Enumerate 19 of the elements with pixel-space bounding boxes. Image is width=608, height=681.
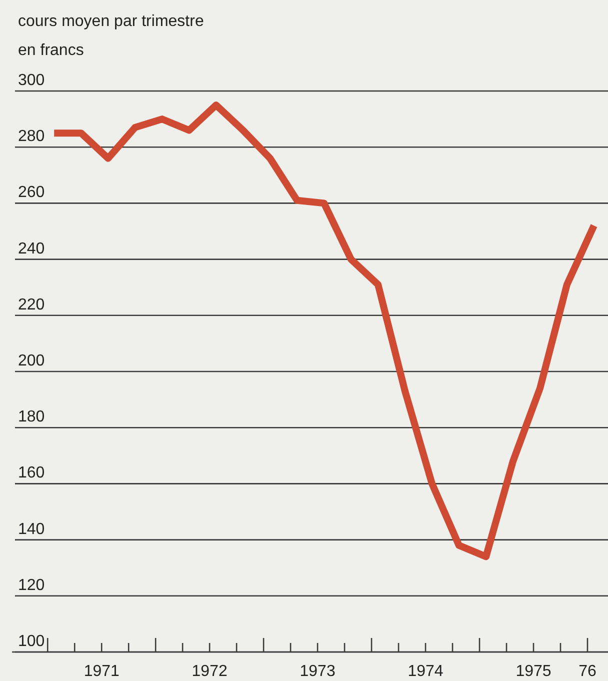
chart-subtitle: cours moyen par trimestre (18, 13, 204, 30)
y-tick-label: 140 (18, 520, 45, 538)
y-tick-label: 100 (18, 633, 45, 650)
x-tick-label: 1975 (516, 663, 552, 680)
x-tick-label: 76 (578, 663, 596, 680)
x-tick-label: 1972 (192, 663, 228, 680)
y-tick-label: 280 (18, 128, 45, 146)
y-tick-label: 180 (18, 408, 45, 426)
x-tick-label: 1974 (408, 663, 444, 680)
y-tick-label: 260 (18, 184, 45, 202)
x-tick-label: 1971 (84, 663, 120, 680)
y-tick-label: 160 (18, 464, 45, 482)
y-axis-title: en francs (18, 42, 84, 59)
y-tick-label: 120 (18, 576, 45, 594)
y-tick-label: 300 (18, 72, 45, 89)
y-tick-label: 240 (18, 240, 45, 258)
y-tick-label: 220 (18, 296, 45, 314)
x-tick-label: 1973 (300, 663, 336, 680)
y-tick-label: 200 (18, 352, 45, 370)
